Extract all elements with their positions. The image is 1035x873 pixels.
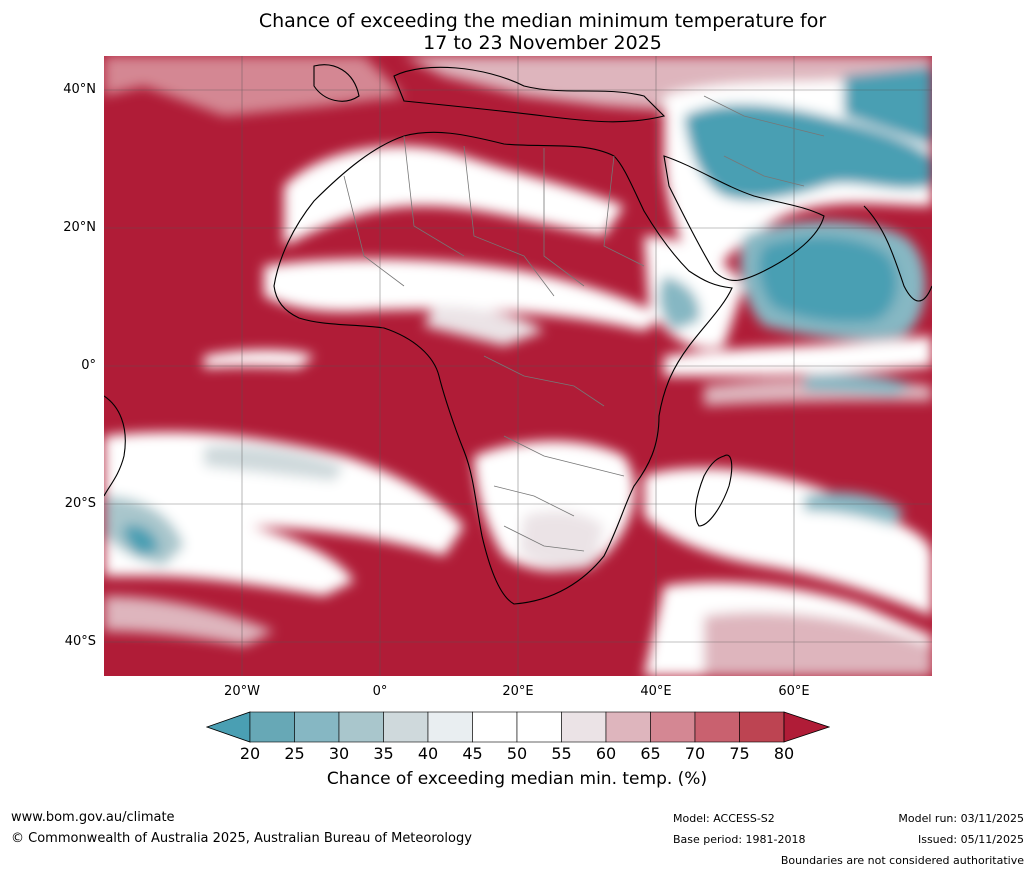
- lat-label-40s: 40°S: [64, 634, 96, 649]
- colorbar-label: Chance of exceeding median min. temp. (%…: [326, 769, 708, 789]
- lon-label-40e: 40°E: [640, 684, 672, 699]
- colorbar-tick-label: 70: [684, 744, 706, 763]
- colorbar-segment: [650, 711, 696, 743]
- colorbar-tick-label: 75: [729, 744, 750, 763]
- colorbar-tick-label: 65: [640, 744, 661, 763]
- colorbar-tick-label: 20: [239, 744, 261, 763]
- colorbar-segment: [294, 711, 340, 743]
- colorbar-tick-label: 60: [595, 744, 617, 763]
- colorbar-tick-label: 25: [284, 744, 305, 763]
- title-line-1: Chance of exceeding the median minimum t…: [258, 10, 827, 32]
- colorbar-segment: [561, 711, 607, 743]
- footer-disclaimer: Boundaries are not considered authoritat…: [780, 854, 1024, 867]
- lon-label-60e: 60°E: [778, 684, 810, 699]
- footer-model: Model: ACCESS-S2: [673, 812, 775, 825]
- lat-label-0: 0°: [81, 358, 96, 373]
- footer-website: www.bom.gov.au/climate: [11, 810, 175, 825]
- lon-label-0: 0°: [372, 684, 388, 699]
- graticule: [104, 56, 932, 676]
- colorbar-segment: [427, 711, 473, 743]
- lat-label-20n: 20°N: [63, 220, 96, 235]
- colorbar-tick-label: 40: [417, 744, 439, 763]
- colorbar-segment: [694, 711, 740, 743]
- colorbar-tick-label: 45: [462, 744, 483, 763]
- colorbar-segment: [338, 711, 384, 743]
- colorbar-tick-label: 50: [506, 744, 528, 763]
- title-line-2: 17 to 23 November 2025: [423, 32, 662, 54]
- lat-label-20s: 20°S: [64, 496, 96, 511]
- colorbar-tick-label: 80: [773, 744, 795, 763]
- lat-label-40n: 40°N: [63, 82, 96, 97]
- footer-copyright: © Commonwealth of Australia 2025, Austra…: [11, 831, 472, 846]
- colorbar: [206, 711, 830, 743]
- map-title: Chance of exceeding the median minimum t…: [0, 10, 1035, 54]
- map-canvas: [104, 56, 932, 676]
- colorbar-segment: [516, 711, 562, 743]
- coastlines: [104, 64, 932, 605]
- colorbar-segment: [605, 711, 651, 743]
- colorbar-tick-label: 30: [328, 744, 350, 763]
- colorbar-arrow-high: [783, 711, 830, 743]
- lon-label-20w: 20°W: [224, 684, 260, 699]
- colorbar-segment: [739, 711, 785, 743]
- colorbar-tick-label: 55: [551, 744, 572, 763]
- colorbar-arrow-low: [206, 711, 251, 743]
- colorbar-tick-label: 35: [373, 744, 394, 763]
- colorbar-segment: [249, 711, 295, 743]
- lon-label-20e: 20°E: [502, 684, 534, 699]
- country-borders: [343, 95, 825, 552]
- forecast-map: [104, 56, 932, 676]
- colorbar-segment: [472, 711, 518, 743]
- colorbar-segment: [383, 711, 429, 743]
- footer-model-run: Model run: 03/11/2025: [898, 812, 1024, 825]
- footer-issued: Issued: 05/11/2025: [917, 833, 1024, 846]
- footer-base-period: Base period: 1981-2018: [673, 833, 806, 846]
